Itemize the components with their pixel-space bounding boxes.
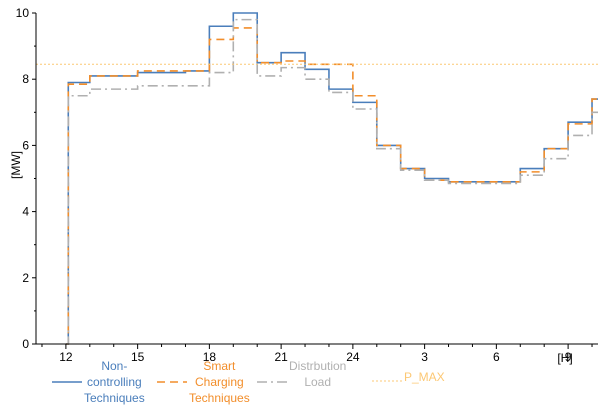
x-tick-label-3: 21 bbox=[274, 350, 288, 364]
axes-layer bbox=[32, 12, 598, 349]
y-tick-label-2: 2 bbox=[22, 271, 29, 285]
y-tick-label-10: 10 bbox=[16, 6, 30, 20]
x-axis-label: [H] bbox=[557, 351, 572, 365]
plot-background bbox=[36, 13, 598, 344]
legend-label-3: Distrbution Load bbox=[289, 359, 347, 389]
legend-swatch-4 bbox=[372, 380, 402, 382]
y-axis-label: [MW] bbox=[9, 151, 23, 179]
x-tick-label-6: 6 bbox=[493, 350, 500, 364]
legend-swatch-1 bbox=[52, 381, 82, 383]
legend-item-4: P_MAX bbox=[370, 358, 445, 387]
y-tick-label-4: 4 bbox=[22, 205, 29, 219]
x-tick-label-2: 18 bbox=[203, 350, 217, 364]
legend-label-4: P_MAX bbox=[404, 370, 445, 384]
y-tick-label-6: 6 bbox=[22, 138, 29, 152]
x-tick-label-5: 3 bbox=[421, 350, 428, 364]
legend-label-1: Non- controlling Techniques bbox=[84, 359, 145, 405]
y-tick-label-8: 8 bbox=[22, 72, 29, 86]
legend-swatch-3 bbox=[257, 381, 287, 383]
series-layer bbox=[36, 12, 598, 345]
legend: Non- controlling Techniques Smart Chargin… bbox=[0, 358, 599, 407]
x-tick-label-7: 9 bbox=[565, 350, 572, 364]
legend-item-1: Non- controlling Techniques bbox=[50, 358, 145, 406]
y-tick-label-0: 0 bbox=[22, 337, 29, 351]
plot-area bbox=[36, 13, 598, 344]
series-line-3 bbox=[65, 18, 598, 345]
x-tick-label-1: 15 bbox=[131, 350, 145, 364]
legend-swatch-2 bbox=[157, 381, 187, 383]
x-tick-label-0: 12 bbox=[59, 350, 73, 364]
legend-label-2: Smart Charging Techniques bbox=[189, 359, 250, 405]
legend-item-3: Distrbution Load bbox=[255, 358, 346, 390]
x-tick-label-4: 24 bbox=[346, 350, 360, 364]
legend-item-2: Smart Charging Techniques bbox=[155, 358, 250, 406]
